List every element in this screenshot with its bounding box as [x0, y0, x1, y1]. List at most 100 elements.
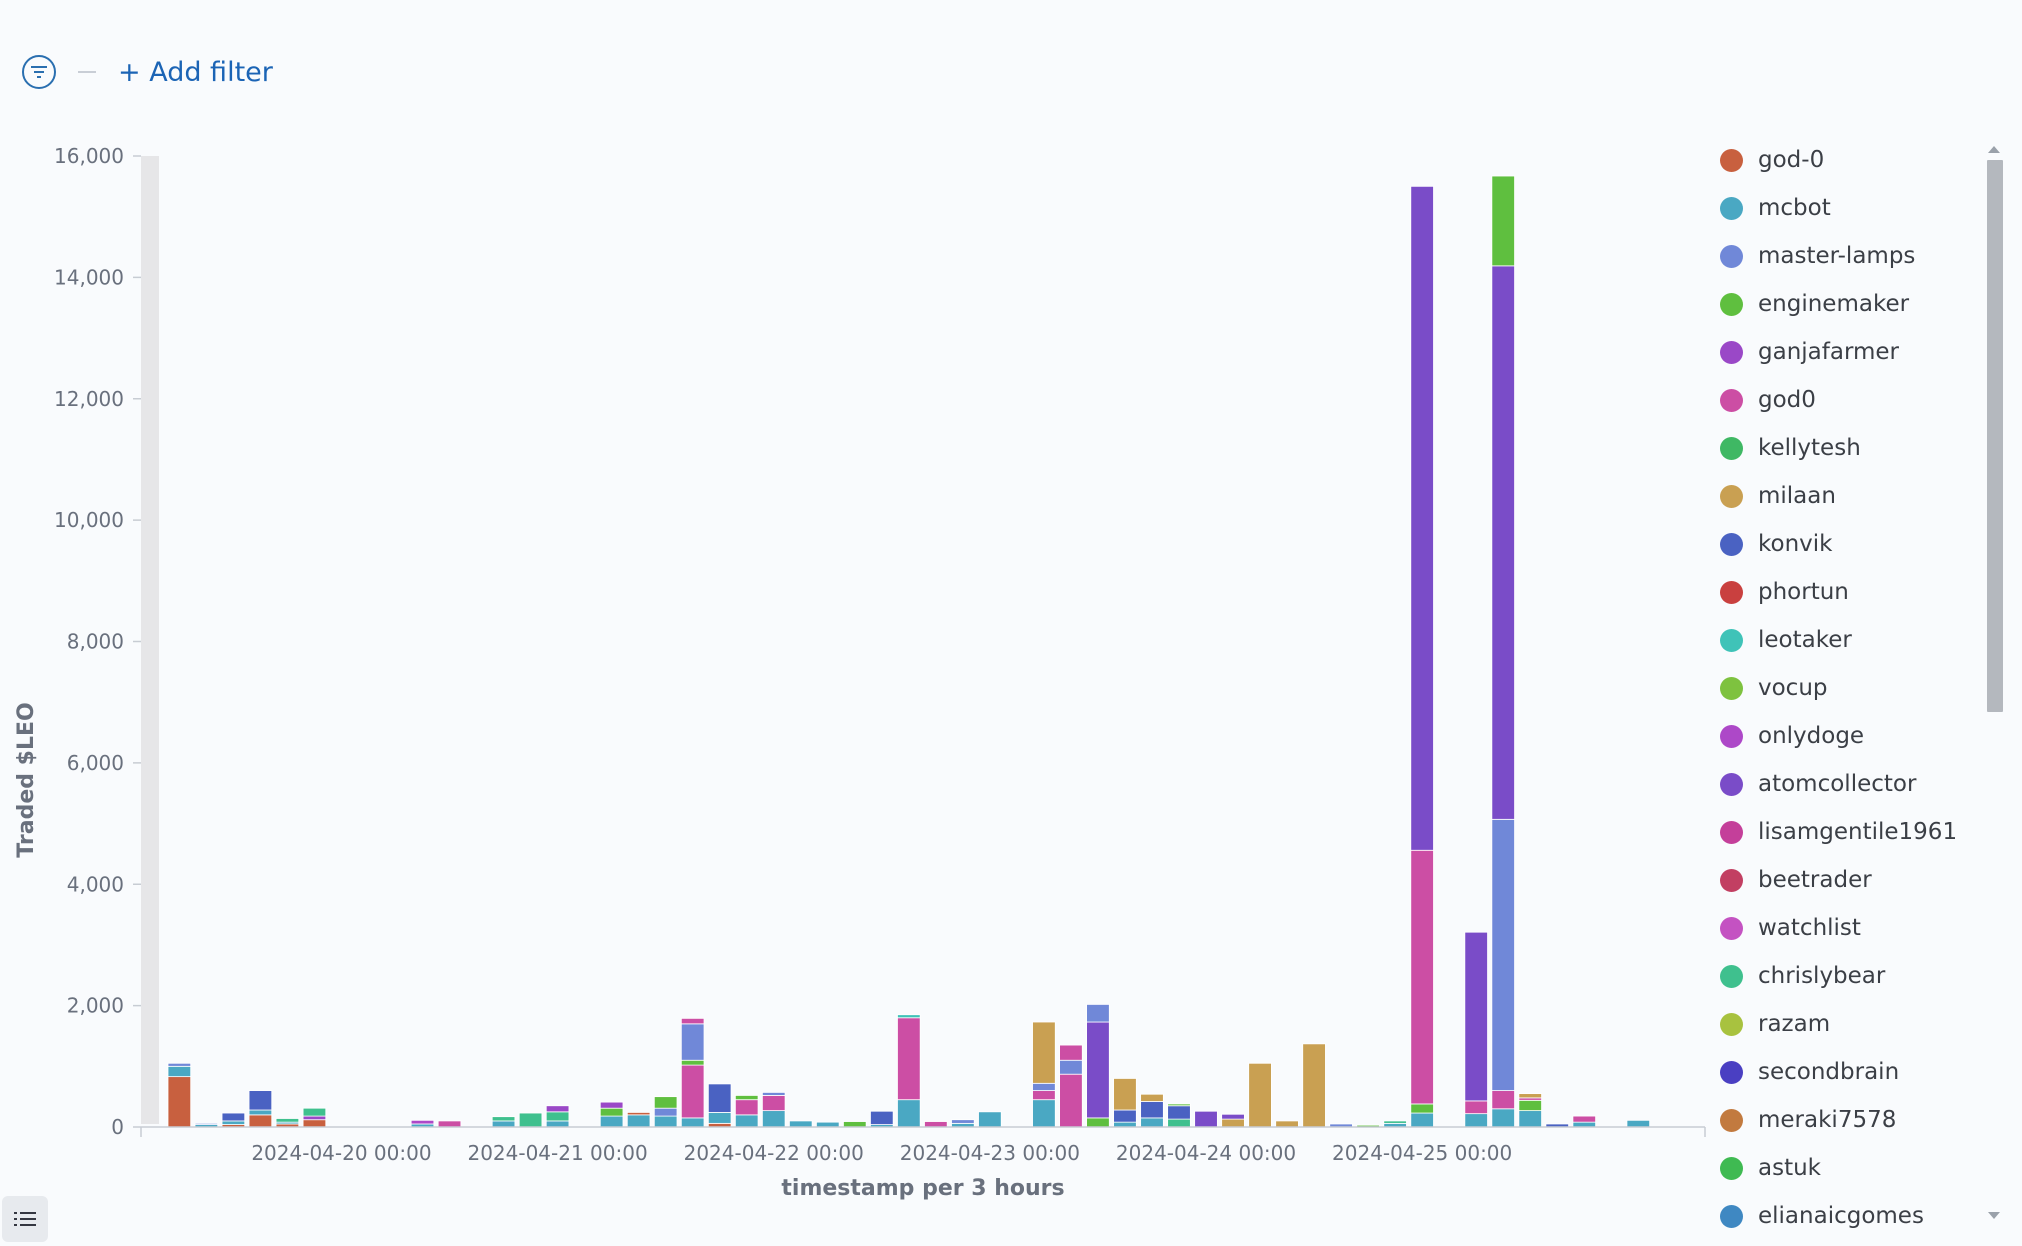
- bar-stack[interactable]: [1302, 1043, 1326, 1128]
- bar-stack[interactable]: [707, 1083, 732, 1128]
- bar-segment[interactable]: [1518, 1099, 1542, 1112]
- bar-segment[interactable]: [707, 1112, 732, 1124]
- bar-segment[interactable]: [1464, 931, 1488, 1102]
- bar-stack[interactable]: [897, 1014, 921, 1128]
- bar-segment[interactable]: [1086, 1021, 1110, 1119]
- bar-segment[interactable]: [1491, 175, 1515, 267]
- bar-segment[interactable]: [924, 1121, 948, 1128]
- bar-segment[interactable]: [761, 1095, 786, 1112]
- bar-segment[interactable]: [1491, 818, 1515, 1091]
- bar-stack[interactable]: [789, 1120, 813, 1128]
- bar-stack[interactable]: [167, 1062, 192, 1128]
- bar-segment[interactable]: [897, 1099, 921, 1128]
- legend-item[interactable]: elianaicgomes: [1720, 1196, 1924, 1230]
- bar-segment[interactable]: [491, 1120, 516, 1128]
- bar-stack[interactable]: [1464, 931, 1488, 1128]
- bar-stack[interactable]: [761, 1092, 786, 1128]
- bar-segment[interactable]: [194, 1122, 219, 1125]
- bar-stack[interactable]: [1113, 1078, 1137, 1128]
- legend-item[interactable]: phortun: [1720, 572, 1849, 612]
- bar-segment[interactable]: [761, 1092, 786, 1096]
- legend-item[interactable]: mcbot: [1720, 188, 1831, 228]
- bar-stack[interactable]: [1221, 1113, 1245, 1128]
- legend-item[interactable]: kellytesh: [1720, 428, 1861, 468]
- bar-segment[interactable]: [599, 1107, 624, 1117]
- bar-segment[interactable]: [1383, 1120, 1407, 1124]
- legend-item[interactable]: beetrader: [1720, 860, 1872, 900]
- bar-segment[interactable]: [1032, 1099, 1056, 1128]
- bar-segment[interactable]: [707, 1083, 732, 1113]
- bar-segment[interactable]: [275, 1118, 300, 1123]
- scroll-thumb[interactable]: [1987, 160, 2003, 712]
- legend-item[interactable]: vocup: [1720, 668, 1828, 708]
- bar-segment[interactable]: [870, 1110, 894, 1125]
- bar-stack[interactable]: [302, 1107, 327, 1128]
- bar-segment[interactable]: [734, 1095, 759, 1101]
- bar-segment[interactable]: [680, 1017, 705, 1025]
- bar-stack[interactable]: [653, 1096, 678, 1128]
- legend-item[interactable]: meraki7578: [1720, 1100, 1896, 1140]
- bar-segment[interactable]: [1140, 1101, 1164, 1119]
- legend-item[interactable]: milaan: [1720, 476, 1836, 516]
- bar-segment[interactable]: [599, 1101, 624, 1109]
- bar-stack[interactable]: [1086, 1004, 1110, 1128]
- bar-segment[interactable]: [978, 1111, 1002, 1128]
- bar-stack[interactable]: [626, 1112, 651, 1128]
- bar-segment[interactable]: [680, 1064, 705, 1119]
- bar-segment[interactable]: [1113, 1078, 1137, 1111]
- bar-segment[interactable]: [951, 1119, 975, 1124]
- bar-segment[interactable]: [221, 1120, 246, 1125]
- bar-segment[interactable]: [1086, 1004, 1110, 1023]
- bar-segment[interactable]: [1059, 1044, 1083, 1061]
- bar-segment[interactable]: [1302, 1043, 1326, 1128]
- bar-segment[interactable]: [789, 1120, 813, 1128]
- bar-stack[interactable]: [1140, 1093, 1164, 1128]
- bar-segment[interactable]: [437, 1120, 462, 1128]
- bar-stack[interactable]: [1518, 1093, 1542, 1128]
- bar-segment[interactable]: [1140, 1093, 1164, 1102]
- bar-stack[interactable]: [870, 1110, 894, 1128]
- legend-item[interactable]: onlydoge: [1720, 716, 1864, 756]
- bar-segment[interactable]: [653, 1115, 678, 1128]
- bar-stack[interactable]: [1059, 1044, 1083, 1128]
- legend-item[interactable]: lisamgentile1961: [1720, 812, 1957, 852]
- bar-segment[interactable]: [302, 1107, 327, 1117]
- bar-stack[interactable]: [221, 1112, 246, 1128]
- bar-segment[interactable]: [1221, 1113, 1245, 1120]
- bar-segment[interactable]: [1410, 185, 1434, 851]
- bar-segment[interactable]: [167, 1076, 192, 1128]
- legend-item[interactable]: god0: [1720, 380, 1816, 420]
- bar-segment[interactable]: [599, 1115, 624, 1128]
- scroll-up-icon[interactable]: [1988, 146, 2000, 153]
- bar-segment[interactable]: [1032, 1021, 1056, 1084]
- legend-item[interactable]: enginemaker: [1720, 284, 1909, 324]
- bar-stack[interactable]: [1248, 1062, 1272, 1128]
- bar-segment[interactable]: [1167, 1118, 1191, 1128]
- bar-segment[interactable]: [653, 1096, 678, 1109]
- bar-segment[interactable]: [897, 1014, 921, 1019]
- bar-segment[interactable]: [680, 1023, 705, 1061]
- bar-stack[interactable]: [518, 1112, 543, 1128]
- bar-segment[interactable]: [1059, 1059, 1083, 1075]
- legend-item[interactable]: atomcollector: [1720, 764, 1916, 804]
- legend-item[interactable]: master-lamps: [1720, 236, 1915, 276]
- bar-segment[interactable]: [843, 1121, 867, 1128]
- bar-stack[interactable]: [1167, 1103, 1191, 1128]
- legend-item[interactable]: chrislybear: [1720, 956, 1885, 996]
- bar-segment[interactable]: [761, 1110, 786, 1128]
- bar-segment[interactable]: [545, 1105, 570, 1113]
- scroll-down-icon[interactable]: [1988, 1212, 2000, 1219]
- bar-segment[interactable]: [410, 1119, 435, 1125]
- bar-segment[interactable]: [1491, 265, 1515, 820]
- bar-segment[interactable]: [518, 1112, 543, 1128]
- bar-stack[interactable]: [1275, 1120, 1299, 1128]
- bar-segment[interactable]: [167, 1062, 192, 1067]
- legend-item[interactable]: astuk: [1720, 1148, 1821, 1188]
- legend-item[interactable]: konvik: [1720, 524, 1832, 564]
- bar-segment[interactable]: [1032, 1082, 1056, 1091]
- bar-segment[interactable]: [734, 1114, 759, 1128]
- bar-segment[interactable]: [545, 1111, 570, 1122]
- bar-segment[interactable]: [248, 1114, 273, 1128]
- bar-segment[interactable]: [626, 1112, 651, 1116]
- bar-stack[interactable]: [545, 1105, 570, 1128]
